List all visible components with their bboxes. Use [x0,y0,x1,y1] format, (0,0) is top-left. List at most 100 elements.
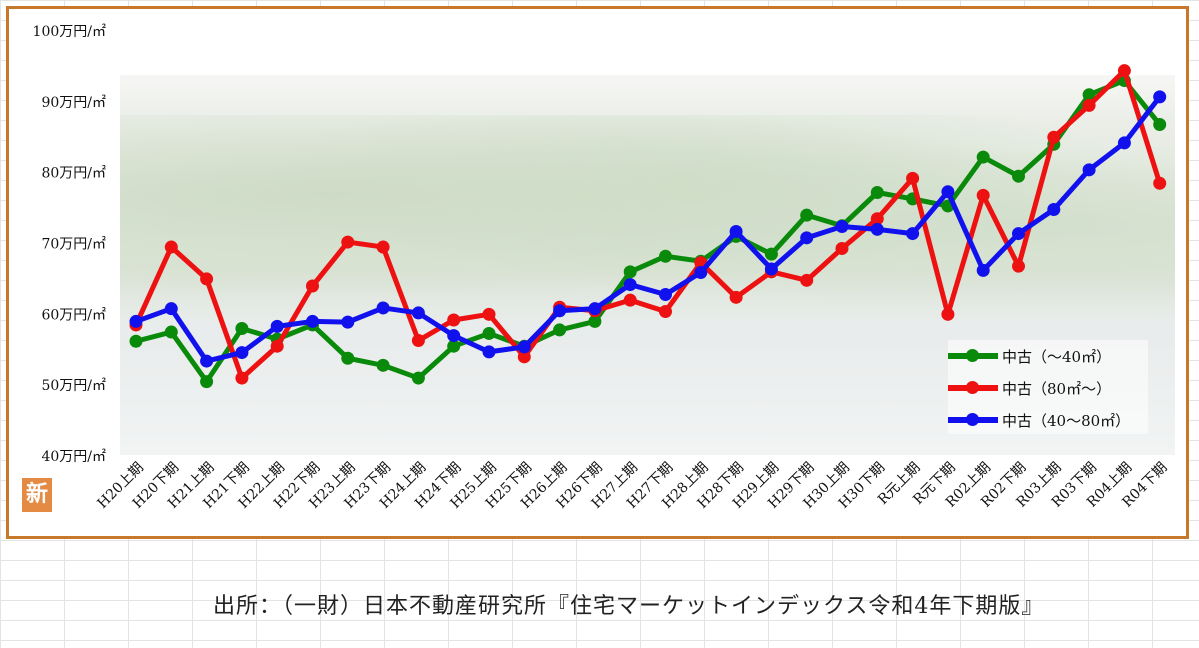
data-point-0-21 [870,186,884,199]
legend-line-green [948,349,998,362]
data-point-2-19 [800,231,814,245]
data-point-1-27 [1082,98,1096,112]
data-point-2-28 [1117,136,1131,150]
data-point-0-10 [482,326,496,340]
background-trees [120,115,1175,315]
data-point-2-13 [588,302,602,316]
data-point-1-9 [447,313,461,327]
data-point-2-2 [200,354,214,368]
data-point-2-6 [341,315,355,329]
data-point-2-10 [482,345,496,359]
data-point-2-4 [270,319,284,333]
data-point-2-7 [376,301,390,315]
data-point-2-27 [1082,163,1096,177]
y-tick-label: 50万円/㎡ [41,378,106,394]
legend-item-medium: 中古（40～80㎡） [948,408,1130,432]
data-point-2-8 [411,306,425,320]
data-point-2-18 [764,262,778,276]
legend-marker-blue [966,413,979,426]
data-point-1-22 [906,171,920,185]
data-point-0-6 [341,351,355,365]
data-point-1-6 [341,235,355,249]
data-point-2-3 [235,346,249,360]
data-point-1-14 [623,293,637,307]
data-point-1-3 [235,371,249,385]
y-tick-label: 100万円/㎡ [33,24,106,40]
series-line-0 [133,78,1163,385]
data-point-1-28 [1117,64,1131,78]
series-line-1 [133,68,1163,381]
data-point-0-18 [764,247,778,261]
new-badge-icon: 新 [22,478,52,512]
data-point-0-13 [588,314,602,328]
data-point-1-5 [306,279,319,293]
data-point-1-2 [200,272,214,286]
legend-line-red [948,381,998,394]
data-point-2-26 [1047,203,1061,216]
data-point-0-7 [376,358,390,372]
data-point-2-17 [729,224,743,238]
legend-item-small: 中古（～40㎡） [948,344,1111,368]
data-point-2-24 [976,263,990,277]
data-point-2-25 [1012,227,1025,241]
data-point-0-25 [1012,169,1025,183]
y-tick-label: 90万円/㎡ [41,95,106,111]
data-point-2-11 [517,340,531,354]
data-point-0-27 [1082,88,1096,102]
data-point-0-9 [447,339,461,353]
data-point-2-14 [623,278,637,292]
data-point-2-22 [906,227,920,241]
data-point-0-15 [659,249,672,263]
legend-marker-green [966,349,979,362]
data-point-1-21 [870,212,884,226]
legend-line-blue [948,413,998,426]
data-point-1-20 [835,241,849,255]
data-point-0-3 [235,322,249,335]
y-tick-label: 70万円/㎡ [41,237,106,253]
y-tick-label: 40万円/㎡ [41,449,106,465]
data-point-1-26 [1047,130,1061,144]
data-point-1-7 [376,240,390,254]
data-point-2-0 [129,314,143,328]
data-point-2-29 [1153,90,1167,104]
data-point-1-25 [1012,259,1025,273]
data-point-2-1 [164,302,178,316]
data-point-0-1 [164,325,178,339]
legend-item-large: 中古（80㎡～） [948,376,1111,400]
data-point-2-16 [694,266,708,280]
data-point-2-20 [835,220,849,233]
data-point-0-19 [800,208,814,222]
y-tick-label: 60万円/㎡ [41,307,106,323]
data-point-2-23 [941,185,955,199]
data-point-1-4 [270,339,284,353]
data-point-1-24 [976,188,990,202]
legend-label-large: 中古（80㎡～） [1002,379,1112,398]
data-point-2-5 [306,314,319,328]
data-point-1-10 [482,307,496,321]
data-point-2-15 [659,288,672,301]
data-point-0-24 [976,150,990,164]
data-point-1-8 [411,334,425,348]
data-point-0-8 [411,371,425,385]
data-point-1-19 [800,273,814,287]
legend-label-small: 中古（～40㎡） [1002,347,1112,366]
data-point-1-23 [941,307,955,321]
data-point-2-9 [447,329,461,343]
data-point-1-17 [729,290,743,304]
source-caption: 出所：（一財）日本不動産研究所『住宅マーケットインデックス令和4年下期版』 [213,594,1045,619]
legend-label-medium: 中古（40～80㎡） [1002,411,1131,430]
data-point-0-0 [129,334,143,348]
data-point-1-29 [1153,176,1167,190]
chart-legend: 中古（～40㎡） 中古（80㎡～） 中古（40～80㎡） [948,340,1148,434]
legend-marker-red [966,381,979,394]
data-point-1-11 [517,350,531,364]
data-point-1-1 [164,240,178,254]
data-point-2-12 [553,304,567,318]
data-point-0-29 [1153,118,1167,131]
data-point-1-15 [659,305,672,318]
y-tick-label: 80万円/㎡ [41,166,106,182]
data-point-2-21 [870,222,884,236]
data-point-0-2 [200,375,214,389]
data-point-0-14 [623,265,637,279]
